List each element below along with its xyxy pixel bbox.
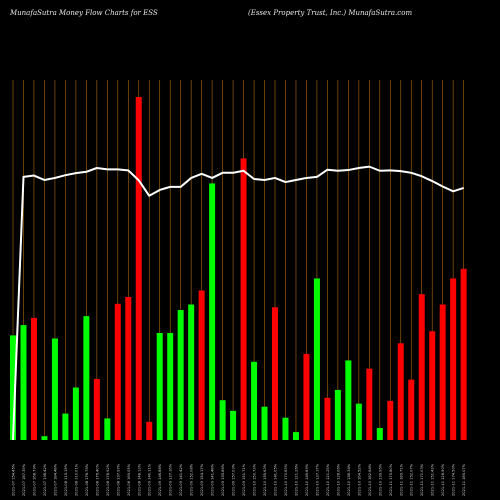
bar — [93, 378, 100, 440]
x-tick-label: 2021-10 199.95% — [378, 463, 382, 496]
x-tick-label: 2021-10 128.06% — [336, 463, 340, 496]
x-tick-label: 2021-10 158.34% — [347, 463, 351, 496]
x-tick-label: 2021-11 151.43% — [431, 463, 435, 496]
x-tick-label: 2021-11 175.80% — [389, 463, 393, 496]
bar — [313, 278, 320, 440]
x-tick-label: 2021-10 121.26% — [294, 463, 298, 496]
bar — [177, 310, 184, 440]
x-tick-label: 2021-11 128.90% — [441, 463, 445, 496]
bar — [408, 379, 415, 440]
chart-subtitle: (Essex Property Trust, Inc.) MunafaSutra… — [248, 9, 413, 17]
money-flow-line — [12, 165, 464, 441]
bar — [261, 406, 268, 440]
x-tick-label: 2021-09 141.42% — [179, 463, 183, 496]
bar — [41, 436, 48, 440]
bar — [240, 158, 247, 440]
bar — [188, 304, 195, 440]
bar — [51, 338, 58, 440]
x-tick-label: 2021-11 189.71% — [399, 463, 403, 496]
x-tick-labels: 2021-07 154.45% 2021-07 187.39% 2021-07 16… — [12, 463, 467, 496]
bar — [230, 410, 237, 440]
bar — [387, 400, 394, 440]
x-tick-label: 2021-09 151.71% — [242, 463, 246, 496]
bar — [62, 413, 69, 440]
bar-series — [10, 97, 467, 440]
x-tick-label: 2021-07 184.48% — [53, 463, 57, 496]
bar — [282, 417, 289, 440]
x-tick-label: 2021-10 141.05% — [274, 463, 278, 496]
bar — [114, 303, 121, 440]
bar — [366, 368, 373, 440]
x-tick-label: 2021-10 182.64% — [368, 463, 372, 496]
x-tick-label: 2021-08 169.05% — [127, 463, 131, 496]
x-tick-label: 2021-08 176.75% — [85, 463, 89, 496]
x-tick-label: 2021-08 148.13% — [137, 463, 141, 496]
x-tick-label: 2021-10 121.25% — [326, 463, 330, 496]
x-tick-label: 2021-08 110.01% — [74, 463, 78, 496]
x-tick-label: 2021-09 146.88% — [158, 463, 162, 496]
bar — [303, 353, 310, 440]
bar — [72, 387, 79, 440]
bar — [167, 332, 174, 440]
x-tick-label: 2021-10 164.52% — [357, 463, 361, 496]
bar — [450, 278, 457, 440]
x-tick-label: 2021-08 176.40% — [95, 463, 99, 496]
bar — [125, 296, 132, 440]
bar — [219, 400, 226, 440]
bar — [418, 294, 425, 440]
bar — [460, 268, 467, 440]
bar — [397, 343, 404, 440]
bar — [345, 360, 352, 440]
bar — [156, 332, 163, 440]
x-tick-label: 2021-10 137.17% — [315, 463, 319, 496]
x-tick-label: 2021-09 137.16% — [169, 463, 173, 496]
bar — [439, 304, 446, 440]
bar — [135, 97, 142, 440]
bar — [146, 421, 153, 440]
bar — [334, 389, 341, 440]
bar — [104, 418, 111, 440]
bar — [429, 331, 436, 440]
x-tick-label: 2021-10 170.63% — [284, 463, 288, 496]
x-tick-label: 2021-08 178.92% — [106, 463, 110, 496]
bar — [30, 317, 37, 440]
gridlines — [12, 80, 464, 440]
bar — [198, 290, 205, 440]
x-tick-label: 2021-08 197.97% — [116, 463, 120, 496]
x-tick-label: 2021-07 187.39% — [22, 463, 26, 496]
x-tick-label: 2021-11 152.07% — [410, 463, 414, 496]
x-tick-label: 2021-09 155.86% — [221, 463, 225, 496]
bar — [209, 183, 216, 440]
x-tick-label: 2021-07 154.45% — [12, 463, 16, 496]
x-tick-label: 2021-09 152.08% — [190, 463, 194, 496]
x-tick-label: 2021-07 198.42% — [43, 463, 47, 496]
x-tick-label: 2021-10 149.89% — [305, 463, 309, 496]
x-tick-label: 2021-11 171.03% — [420, 463, 424, 496]
bar — [10, 335, 16, 440]
line-series — [12, 165, 464, 441]
x-tick-label: 2021-11 185.07% — [462, 463, 466, 496]
x-tick-label: 2021-09 141.48% — [211, 463, 215, 496]
bar — [83, 316, 90, 440]
x-tick-label: 2021-11 174.50% — [452, 463, 456, 496]
bar — [251, 361, 258, 440]
bar — [272, 307, 278, 440]
x-tick-label: 2021-09 157.03% — [232, 463, 236, 496]
bar — [20, 325, 27, 440]
x-tick-label: 2021-07 168.79% — [32, 463, 36, 496]
chart-title: MunafaSutra Money Flow Charts for ESS — [10, 9, 158, 17]
x-tick-label: 2021-08 115.15% — [64, 463, 68, 496]
x-tick-label: 2021-10 150.73% — [253, 463, 257, 496]
bar — [292, 432, 299, 440]
bar — [324, 397, 331, 440]
x-tick-label: 2021-09 140.11% — [148, 463, 152, 496]
bar — [355, 403, 362, 440]
x-tick-label: 2021-09 154.17% — [200, 463, 204, 496]
bar — [376, 427, 383, 440]
x-tick-label: 2021-10 155.63% — [263, 463, 267, 496]
